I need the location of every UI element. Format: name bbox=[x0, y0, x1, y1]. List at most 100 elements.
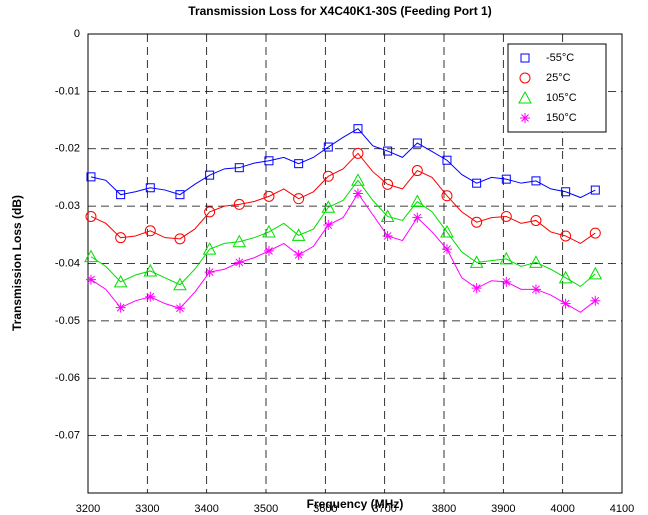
marker bbox=[234, 163, 244, 173]
marker bbox=[233, 198, 245, 210]
y-tick-label: -0.05 bbox=[55, 315, 80, 327]
marker bbox=[380, 209, 395, 222]
marker bbox=[589, 227, 601, 239]
x-tick-label: 3500 bbox=[254, 503, 278, 515]
marker bbox=[471, 283, 482, 294]
marker bbox=[382, 178, 394, 190]
marker bbox=[441, 190, 453, 202]
marker bbox=[322, 170, 334, 182]
legend-marker bbox=[520, 113, 530, 123]
legend-marker bbox=[519, 72, 531, 84]
marker bbox=[501, 174, 511, 184]
marker bbox=[85, 274, 96, 285]
marker bbox=[590, 295, 601, 306]
marker bbox=[173, 277, 187, 291]
x-tick-label: 4100 bbox=[610, 503, 634, 515]
y-tick-label: -0.04 bbox=[55, 257, 80, 269]
x-tick-label: 3600 bbox=[313, 503, 337, 515]
x-tick-label: 3400 bbox=[194, 503, 218, 515]
y-tick-label: -0.06 bbox=[55, 372, 80, 384]
marker bbox=[144, 225, 156, 237]
marker bbox=[353, 124, 363, 134]
marker bbox=[352, 188, 363, 199]
marker bbox=[115, 302, 126, 313]
marker bbox=[351, 173, 365, 186]
marker bbox=[323, 220, 334, 231]
marker bbox=[469, 255, 484, 268]
legend: -55°C 25°C 105°C 150°C bbox=[507, 43, 607, 133]
x-axis-label: Frequency (MHz) bbox=[307, 497, 404, 511]
marker bbox=[204, 206, 216, 218]
marker bbox=[442, 155, 452, 165]
marker bbox=[561, 187, 571, 197]
marker bbox=[472, 178, 482, 188]
x-tick-label: 3200 bbox=[76, 503, 100, 515]
marker bbox=[560, 298, 571, 309]
marker bbox=[558, 270, 573, 284]
x-tick-label: 3300 bbox=[135, 503, 159, 515]
marker bbox=[116, 190, 126, 200]
marker bbox=[234, 257, 245, 268]
marker bbox=[529, 255, 543, 268]
marker bbox=[411, 165, 423, 177]
marker bbox=[84, 249, 98, 263]
marker bbox=[263, 245, 274, 256]
marker bbox=[382, 230, 393, 241]
marker bbox=[499, 251, 514, 265]
marker bbox=[410, 194, 425, 208]
y-tick-label: -0.03 bbox=[55, 200, 80, 212]
y-tick-label: -0.01 bbox=[55, 85, 80, 97]
legend-label: -55°C bbox=[546, 52, 574, 64]
legend-label: 150°C bbox=[546, 112, 577, 124]
marker bbox=[262, 224, 276, 238]
marker bbox=[412, 212, 423, 223]
x-tick-label: 3700 bbox=[372, 503, 396, 515]
plot-frame bbox=[87, 33, 623, 494]
marker bbox=[441, 244, 452, 255]
marker bbox=[264, 156, 274, 166]
marker bbox=[205, 170, 215, 180]
marker bbox=[145, 291, 156, 302]
marker bbox=[412, 138, 422, 148]
y-tick-label: 0 bbox=[74, 28, 80, 40]
series-line bbox=[90, 192, 596, 313]
series-line bbox=[90, 128, 596, 199]
marker bbox=[293, 193, 305, 205]
x-tick-label: 4000 bbox=[550, 503, 574, 515]
legend-marker bbox=[518, 90, 532, 104]
marker bbox=[352, 147, 364, 159]
marker bbox=[501, 276, 512, 287]
marker bbox=[204, 267, 215, 278]
legend-label: 25°C bbox=[546, 72, 571, 84]
marker bbox=[293, 249, 304, 260]
marker bbox=[531, 176, 541, 186]
marker bbox=[383, 146, 393, 156]
legend-label: 105°C bbox=[546, 92, 577, 104]
marker bbox=[174, 303, 185, 314]
marker bbox=[560, 230, 572, 242]
marker bbox=[145, 183, 155, 193]
marker bbox=[113, 274, 128, 288]
marker bbox=[86, 172, 96, 182]
marker bbox=[263, 190, 275, 202]
legend-marker bbox=[520, 53, 530, 63]
marker bbox=[291, 228, 306, 241]
chart-title: Transmission Loss for X4C40K1-30S (Feedi… bbox=[188, 4, 491, 18]
y-tick-label: -0.07 bbox=[55, 430, 80, 442]
marker bbox=[294, 159, 304, 169]
marker bbox=[202, 242, 217, 255]
x-tick-label: 3900 bbox=[491, 503, 515, 515]
marker bbox=[115, 232, 127, 244]
y-tick-label: -0.02 bbox=[55, 143, 80, 155]
y-axis-label: Transmission Loss (dB) bbox=[10, 195, 24, 331]
x-tick-label: 3800 bbox=[432, 503, 456, 515]
marker bbox=[530, 284, 541, 295]
marker bbox=[85, 210, 97, 222]
marker bbox=[323, 142, 333, 152]
marker bbox=[440, 224, 454, 238]
marker bbox=[143, 263, 158, 277]
series-line bbox=[90, 179, 596, 288]
marker bbox=[588, 266, 603, 280]
marker bbox=[590, 185, 600, 195]
